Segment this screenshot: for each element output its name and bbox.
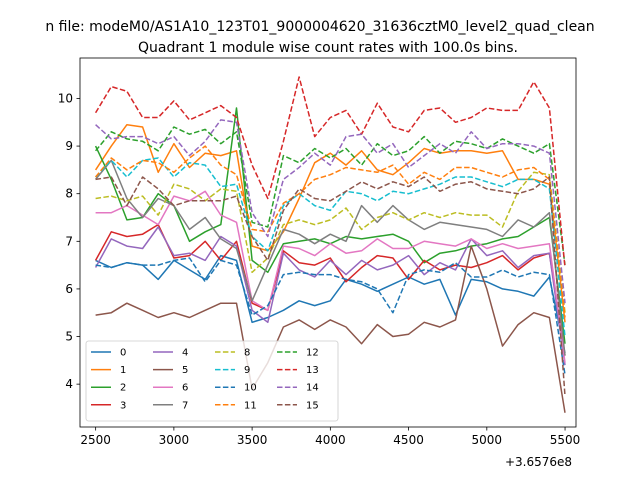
axes-frame — [79, 57, 577, 428]
y-tick-label: 7 — [65, 234, 73, 248]
x-tick-label: 3000 — [159, 433, 190, 447]
legend-label-6: 6 — [182, 383, 188, 394]
series-line-15 — [95, 176, 566, 397]
legend-label-7: 7 — [182, 400, 188, 411]
x-offset-label: +3.6576e8 — [505, 455, 572, 469]
y-tick-label: 5 — [65, 330, 73, 344]
x-tick-label: 4000 — [315, 433, 346, 447]
series-line-11 — [95, 145, 566, 318]
series-line-13 — [94, 76, 566, 268]
figure-suptitle: n file: modeM0/AS1A10_123T01_9000004620_… — [45, 19, 594, 35]
y-tick-label: 6 — [65, 282, 73, 296]
series-line-3 — [94, 223, 566, 356]
series-line-5 — [95, 245, 566, 413]
series-line-6 — [95, 190, 566, 363]
y-tick-label: 8 — [65, 187, 73, 201]
legend-label-9: 9 — [244, 365, 250, 376]
legend-label-4: 4 — [182, 348, 188, 359]
plot-area — [79, 57, 577, 428]
x-tick-label: 4500 — [393, 433, 424, 447]
legend-label-2: 2 — [120, 383, 126, 394]
legend-label-10: 10 — [244, 383, 257, 394]
legend-label-3: 3 — [120, 400, 126, 411]
y-tick-label: 10 — [58, 91, 73, 105]
series-line-1 — [94, 123, 566, 323]
legend-label-5: 5 — [182, 365, 188, 376]
x-tick-label: 2500 — [80, 433, 111, 447]
y-tick-label: 4 — [65, 377, 73, 391]
legend-label-11: 11 — [244, 400, 257, 411]
legend-label-0: 0 — [120, 348, 126, 359]
x-axis-ticks: 2500 3000 3500 4000 4500 5000 5500 — [80, 427, 580, 447]
x-tick-label: 3500 — [237, 433, 268, 447]
legend-label-1: 1 — [120, 365, 126, 376]
legend-label-12: 12 — [306, 348, 319, 359]
chart-title: Quadrant 1 module wise count rates with … — [138, 40, 518, 56]
series-line-4 — [94, 226, 566, 366]
x-tick-label: 5500 — [550, 433, 581, 447]
legend-label-15: 15 — [306, 400, 319, 411]
series-line-14 — [95, 119, 566, 304]
legend-frame — [85, 340, 339, 422]
series-line-8 — [95, 171, 566, 313]
legend-label-8: 8 — [244, 348, 250, 359]
legend-label-13: 13 — [306, 365, 319, 376]
series-line-10 — [95, 257, 566, 375]
x-tick-label: 5000 — [472, 433, 503, 447]
y-axis-ticks: 4 5 6 7 8 9 10 — [58, 91, 80, 391]
legend-label-14: 14 — [306, 383, 319, 394]
series-line-9 — [95, 157, 566, 337]
y-tick-label: 9 — [65, 139, 73, 153]
